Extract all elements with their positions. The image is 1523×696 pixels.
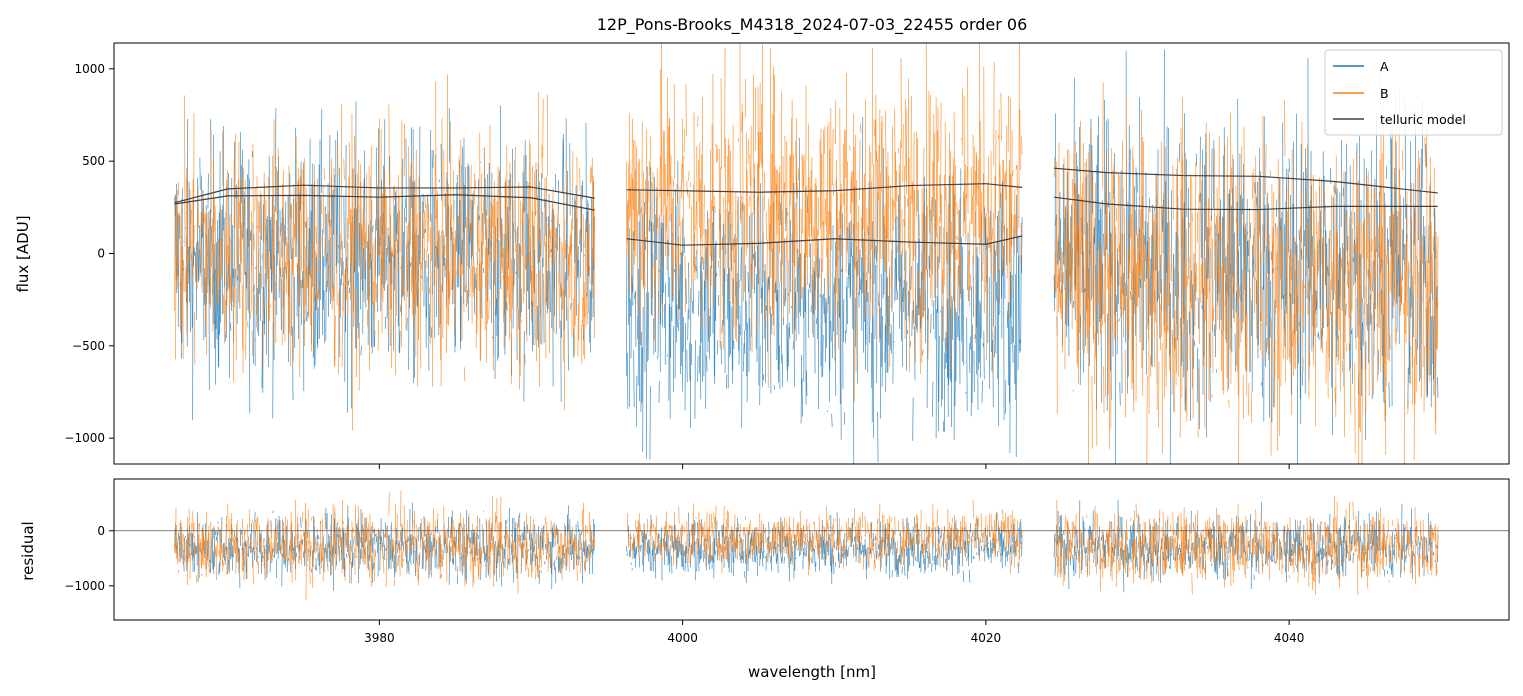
residual-b-segment-2 xyxy=(626,499,1023,576)
residual-y-tick-label: −1000 xyxy=(64,579,105,593)
legend-frame xyxy=(1324,49,1503,136)
legend-label-b: B xyxy=(1380,86,1389,101)
residual-y-tick-label: 0 xyxy=(97,524,105,538)
residual-b-segment-3 xyxy=(1053,496,1439,596)
telluric-model-A-segment-1 xyxy=(174,184,595,204)
flux-y-tick-label: 1000 xyxy=(74,62,105,76)
legend-label-telluric: telluric model xyxy=(1380,112,1466,127)
flux-y-tick-label: 0 xyxy=(97,247,105,261)
x-tick-label: 4020 xyxy=(971,631,1002,645)
telluric-model-B-segment-2 xyxy=(626,235,1023,246)
series-b-segment-1 xyxy=(174,74,595,431)
residual-panel-frame xyxy=(113,478,1510,621)
flux-y-tick-label: 500 xyxy=(82,154,105,168)
x-tick-label: 3980 xyxy=(364,631,395,645)
residual-y-axis-label: residual xyxy=(19,521,37,580)
chart-title: 12P_Pons-Brooks_M4318_2024-07-03_22455 o… xyxy=(597,15,1028,35)
flux-y-tick-label: −1000 xyxy=(64,431,105,445)
residual-b-segment-1 xyxy=(174,490,595,601)
legend: A B telluric model xyxy=(1324,49,1503,136)
series-b-segment-2 xyxy=(626,43,1023,402)
series-a-segment-2 xyxy=(626,117,1023,464)
flux-y-axis-label: flux [ADU] xyxy=(14,215,32,292)
telluric-model-B-segment-1 xyxy=(174,194,595,211)
residual-panel: −1000 0 3980 4000 4020 4040 residual wavelen… xyxy=(19,478,1510,681)
flux-y-tick-label: −500 xyxy=(72,339,105,353)
x-axis-label: wavelength [nm] xyxy=(748,663,876,681)
telluric-model-A-segment-3 xyxy=(1054,167,1438,194)
legend-label-a: A xyxy=(1380,59,1389,74)
x-tick-label: 4040 xyxy=(1274,631,1305,645)
residual-a-segment-1 xyxy=(174,502,595,591)
telluric-model-B-segment-3 xyxy=(1054,196,1438,211)
series-b-segment-3 xyxy=(1053,66,1439,464)
telluric-model-A-segment-2 xyxy=(626,183,1023,193)
x-tick-label: 4000 xyxy=(667,631,698,645)
flux-panel: −1000 −500 0 500 1000 flux [ADU] xyxy=(14,42,1510,469)
